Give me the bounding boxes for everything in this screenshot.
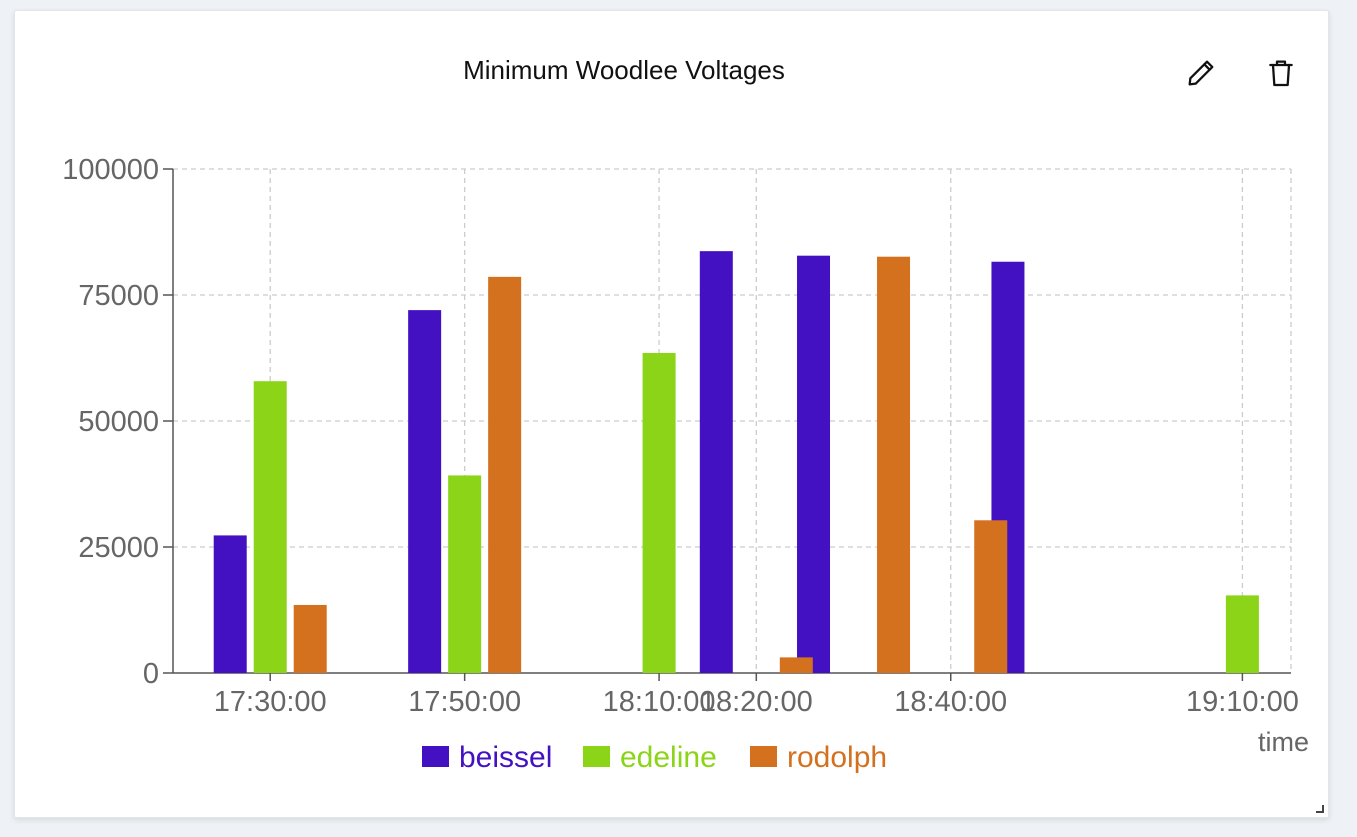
- x-tick-label: 17:30:00: [214, 686, 327, 718]
- legend: beissel edeline rodolph: [422, 741, 887, 774]
- bar-edeline[interactable]: [448, 475, 482, 673]
- legend-swatch-rodolph: [750, 746, 777, 767]
- y-tick-label: 50000: [78, 406, 159, 438]
- bar-rodolph[interactable]: [293, 604, 327, 673]
- x-tick-label: 17:50:00: [408, 686, 521, 718]
- y-tick-label: 25000: [78, 532, 159, 564]
- bar-edeline[interactable]: [1225, 595, 1259, 673]
- legend-label-rodolph[interactable]: rodolph: [787, 741, 887, 774]
- y-tick-labels: 0 25000 50000 75000 100000: [62, 154, 159, 690]
- bar-edeline[interactable]: [642, 352, 676, 673]
- panel-title: Minimum Woodlee Voltages: [463, 55, 785, 85]
- y-tick-label: 100000: [62, 154, 159, 186]
- bar-rodolph[interactable]: [779, 657, 813, 673]
- x-tick-label: 18:40:00: [894, 686, 1007, 718]
- legend-label-beissel[interactable]: beissel: [459, 741, 552, 774]
- pencil-icon[interactable]: [1183, 55, 1219, 91]
- bar-beissel[interactable]: [213, 535, 247, 673]
- x-tick-label: 18:10:00: [603, 686, 716, 718]
- y-tick-label: 75000: [78, 280, 159, 312]
- bar-rodolph[interactable]: [488, 276, 522, 673]
- bar-beissel[interactable]: [699, 251, 733, 674]
- legend-swatch-edeline: [583, 746, 610, 767]
- bars: [213, 251, 1259, 674]
- x-axis-label: time: [1258, 727, 1309, 757]
- bar-edeline[interactable]: [253, 381, 287, 673]
- bar-beissel[interactable]: [797, 255, 831, 674]
- y-tick-label: 0: [143, 658, 159, 690]
- bar-rodolph[interactable]: [877, 256, 911, 673]
- trash-icon[interactable]: [1263, 55, 1299, 91]
- x-tick-label: 19:10:00: [1186, 686, 1299, 718]
- legend-swatch-beissel: [422, 746, 449, 767]
- x-tick-label: 18:20:00: [700, 686, 813, 718]
- bar-rodolph[interactable]: [974, 520, 1008, 673]
- bar-beissel[interactable]: [408, 310, 442, 673]
- chart-panel: Minimum Woodlee Voltages 0 25000 50000 7500…: [14, 10, 1329, 818]
- legend-label-edeline[interactable]: edeline: [620, 741, 717, 774]
- resize-handle-icon[interactable]: [1316, 805, 1324, 813]
